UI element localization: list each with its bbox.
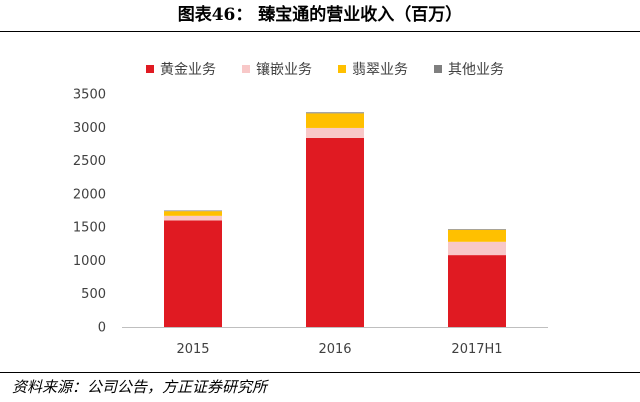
- y-tick-label: 2500: [73, 154, 106, 169]
- bar-segment: [164, 220, 222, 327]
- bar-chart: 黄金业务 镶嵌业务 翡翠业务 其他业务 0 500 1000 1500 2000 2500 300…: [73, 61, 548, 357]
- legend-swatch: [242, 65, 250, 73]
- y-axis: 0 500 1000 1500 2000 2500 3000 3500: [73, 88, 106, 336]
- bar-segment: [164, 211, 222, 216]
- x-tick-label: 2015: [176, 342, 209, 357]
- bars: [164, 112, 506, 327]
- legend-label: 翡翠业务: [352, 62, 408, 78]
- y-tick-label: 2000: [73, 187, 106, 202]
- bar-segment: [448, 229, 506, 230]
- bar-segment: [164, 210, 222, 212]
- x-tick-label: 2017H1: [451, 342, 502, 357]
- bar-segment: [306, 127, 364, 138]
- chart-title: 图表46： 臻宝通的营业收入（百万）: [177, 5, 463, 25]
- y-tick-label: 1000: [73, 254, 106, 269]
- legend-label: 黄金业务: [160, 61, 216, 78]
- y-tick-label: 0: [98, 321, 106, 336]
- y-tick-label: 3000: [73, 121, 106, 136]
- x-tick-label: 2016: [318, 342, 351, 357]
- y-tick-label: 500: [81, 287, 106, 302]
- title-rule: [0, 31, 640, 32]
- legend-swatch: [146, 65, 154, 73]
- legend: 黄金业务 镶嵌业务 翡翠业务 其他业务: [146, 61, 504, 78]
- legend-swatch: [434, 65, 442, 73]
- bar-segment: [448, 241, 506, 256]
- bar-segment: [306, 137, 364, 327]
- source-rule: [0, 372, 640, 373]
- bar-segment: [306, 112, 364, 114]
- legend-label: 镶嵌业务: [256, 61, 312, 78]
- legend-swatch: [338, 65, 346, 73]
- y-tick-label: 1500: [73, 221, 106, 236]
- legend-label: 其他业务: [448, 62, 504, 78]
- source-note: 资料来源：公司公告，方正证券研究所: [12, 378, 268, 396]
- y-tick-label: 3500: [73, 88, 106, 103]
- bar-segment: [448, 229, 506, 242]
- x-axis: 2015 2016 2017H1: [122, 327, 548, 357]
- bar-segment: [164, 215, 222, 221]
- bar-segment: [448, 255, 506, 327]
- bar-segment: [306, 113, 364, 128]
